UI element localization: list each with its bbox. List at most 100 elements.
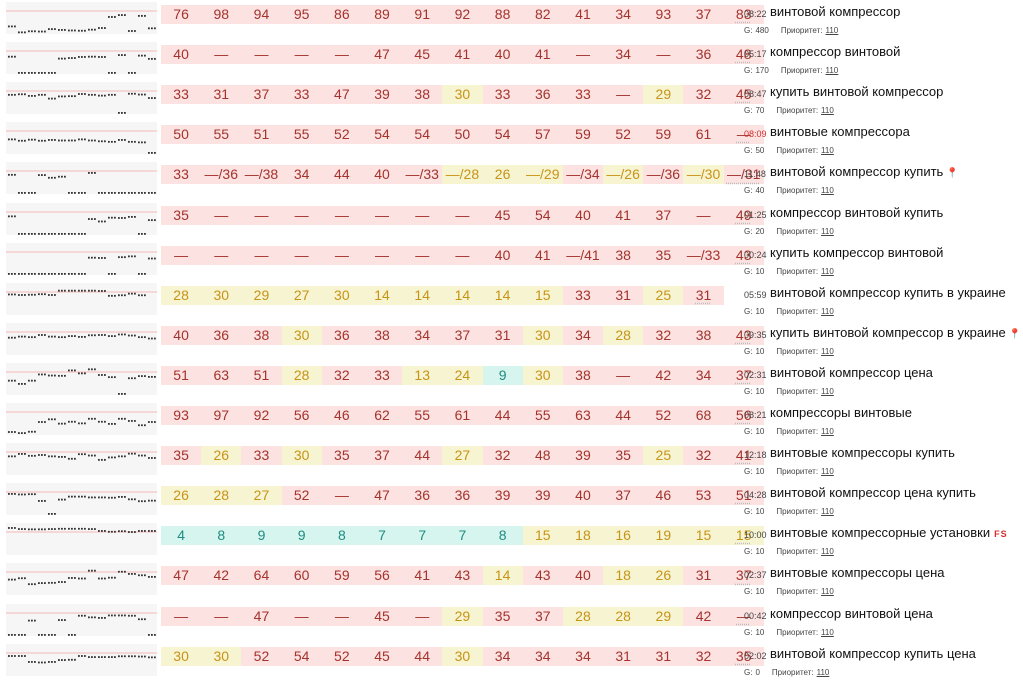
position-cell[interactable]: 18 xyxy=(603,566,644,586)
position-cell[interactable]: 28 xyxy=(201,486,242,506)
position-cell[interactable]: 29 xyxy=(442,606,483,626)
position-cell[interactable]: 33 xyxy=(241,446,282,466)
position-cell[interactable]: 14 xyxy=(482,285,523,305)
position-cell[interactable]: 92 xyxy=(241,406,282,425)
position-cell[interactable]: — xyxy=(723,125,764,145)
position-cell[interactable]: —/41 xyxy=(562,245,604,265)
keyword-phrase[interactable]: винтовой компрессор купить 📍 xyxy=(770,164,959,179)
position-cell[interactable]: 51 xyxy=(241,125,282,145)
position-cell[interactable]: 56 xyxy=(723,406,764,425)
position-cell[interactable]: 30 xyxy=(321,285,362,305)
keyword-phrase[interactable]: винтовые компрессорные установки FS xyxy=(770,525,1008,540)
position-cell[interactable]: 47 xyxy=(321,85,362,105)
position-cell[interactable]: 88 xyxy=(482,5,523,24)
position-cell[interactable]: — xyxy=(723,606,764,626)
position-cell[interactable]: 14 xyxy=(482,566,523,586)
keyword-phrase[interactable]: купить винтовой компрессор xyxy=(770,84,943,99)
position-cell[interactable]: 25 xyxy=(643,285,684,305)
position-cell[interactable]: 42 xyxy=(643,365,684,385)
position-cell[interactable]: — xyxy=(281,606,322,626)
priority-value[interactable]: 110 xyxy=(821,306,834,316)
position-cell[interactable]: 34 xyxy=(603,45,644,65)
position-cell[interactable]: 44 xyxy=(482,406,523,425)
position-cell[interactable]: 55 xyxy=(281,125,322,145)
position-cell[interactable]: 33 xyxy=(482,85,523,105)
position-cell[interactable]: — xyxy=(361,205,403,225)
priority-value[interactable]: 110 xyxy=(825,66,839,76)
position-cell[interactable]: 51 xyxy=(241,365,282,385)
position-cell[interactable]: 32 xyxy=(321,365,362,385)
position-cell[interactable]: 31 xyxy=(603,285,644,305)
position-cell[interactable]: 36 xyxy=(321,325,362,345)
keyword-phrase[interactable]: купить компрессор винтовой xyxy=(770,245,943,260)
position-cell[interactable]: 46 xyxy=(321,406,362,425)
position-cell[interactable]: 28 xyxy=(603,606,644,626)
position-cell[interactable]: 61 xyxy=(442,406,483,425)
position-cell[interactable]: 37 xyxy=(442,325,483,345)
position-cell[interactable]: 86 xyxy=(321,5,362,24)
position-cell[interactable]: 52 xyxy=(643,406,684,425)
position-cell[interactable]: 59 xyxy=(321,566,362,586)
position-cell[interactable]: 36 xyxy=(683,45,724,65)
position-cell[interactable]: 41 xyxy=(562,5,604,24)
position-cell[interactable]: 34 xyxy=(562,325,604,345)
position-cell[interactable]: 54 xyxy=(482,125,523,145)
position-cell[interactable]: 7 xyxy=(402,526,443,546)
keyword-phrase[interactable]: винтовые компрессоры цена xyxy=(770,565,944,580)
position-cell[interactable]: 40 xyxy=(482,245,523,265)
position-cell[interactable]: 93 xyxy=(643,5,684,24)
position-cell[interactable]: 31 xyxy=(482,325,523,345)
position-cell[interactable]: 63 xyxy=(562,406,604,425)
position-cell[interactable]: — xyxy=(201,205,242,225)
position-cell[interactable]: 51 xyxy=(161,365,202,385)
position-cell[interactable]: 57 xyxy=(522,125,563,145)
position-cell[interactable]: — xyxy=(201,245,242,265)
position-cell[interactable]: 31 xyxy=(683,285,724,305)
position-cell[interactable]: — xyxy=(402,205,443,225)
position-cell[interactable]: 59 xyxy=(643,125,684,145)
position-cell[interactable]: 50 xyxy=(161,125,202,145)
position-cell[interactable]: 34 xyxy=(281,165,322,185)
position-cell[interactable]: 91 xyxy=(402,5,443,24)
position-cell[interactable]: — xyxy=(241,45,282,65)
position-cell[interactable]: 29 xyxy=(241,285,282,305)
position-cell[interactable]: 14 xyxy=(442,285,483,305)
position-cell[interactable]: 43 xyxy=(723,245,764,265)
position-cell[interactable]: —/28 xyxy=(442,165,483,185)
position-cell[interactable]: — xyxy=(442,245,483,265)
position-cell[interactable]: —/38 xyxy=(241,165,282,185)
position-cell[interactable]: 93 xyxy=(161,406,202,425)
position-cell[interactable]: 39 xyxy=(562,446,604,466)
position-cell[interactable]: 29 xyxy=(643,85,684,105)
keyword-phrase[interactable]: купить винтовой компрессор в украине 📍 xyxy=(770,325,1021,340)
position-cell[interactable]: 30 xyxy=(281,325,322,345)
position-cell[interactable]: 98 xyxy=(201,5,242,24)
keyword-phrase[interactable]: компрессор винтовой xyxy=(770,44,900,59)
keyword-phrase[interactable]: винтовые компрессора xyxy=(770,124,910,139)
position-cell[interactable]: —/30 xyxy=(683,165,724,185)
position-cell[interactable]: 15 xyxy=(723,526,764,546)
position-cell[interactable]: 30 xyxy=(442,85,483,105)
position-cell[interactable]: 94 xyxy=(241,5,282,24)
priority-value[interactable]: 110 xyxy=(821,386,834,396)
keyword-phrase[interactable]: винтовой компрессор xyxy=(770,4,900,19)
position-cell[interactable]: 29 xyxy=(643,606,684,626)
position-cell[interactable]: —/29 xyxy=(522,165,563,185)
position-cell[interactable]: 30 xyxy=(201,285,242,305)
position-cell[interactable]: 32 xyxy=(683,646,724,666)
position-cell[interactable]: 54 xyxy=(522,205,563,225)
priority-value[interactable]: 110 xyxy=(821,226,834,236)
position-cell[interactable]: 30 xyxy=(281,446,322,466)
position-cell[interactable]: 55 xyxy=(402,406,443,425)
position-cell[interactable]: 97 xyxy=(201,406,242,425)
position-cell[interactable]: 52 xyxy=(241,646,282,666)
position-cell[interactable]: 55 xyxy=(522,406,563,425)
position-cell[interactable]: — xyxy=(321,606,362,626)
position-cell[interactable]: 26 xyxy=(161,486,202,506)
position-cell[interactable]: 34 xyxy=(482,646,523,666)
position-cell[interactable]: 28 xyxy=(562,606,604,626)
position-cell[interactable]: —/36 xyxy=(643,165,684,185)
position-cell[interactable]: 41 xyxy=(402,566,443,586)
position-cell[interactable]: 34 xyxy=(562,646,604,666)
position-cell[interactable]: 30 xyxy=(442,646,483,666)
